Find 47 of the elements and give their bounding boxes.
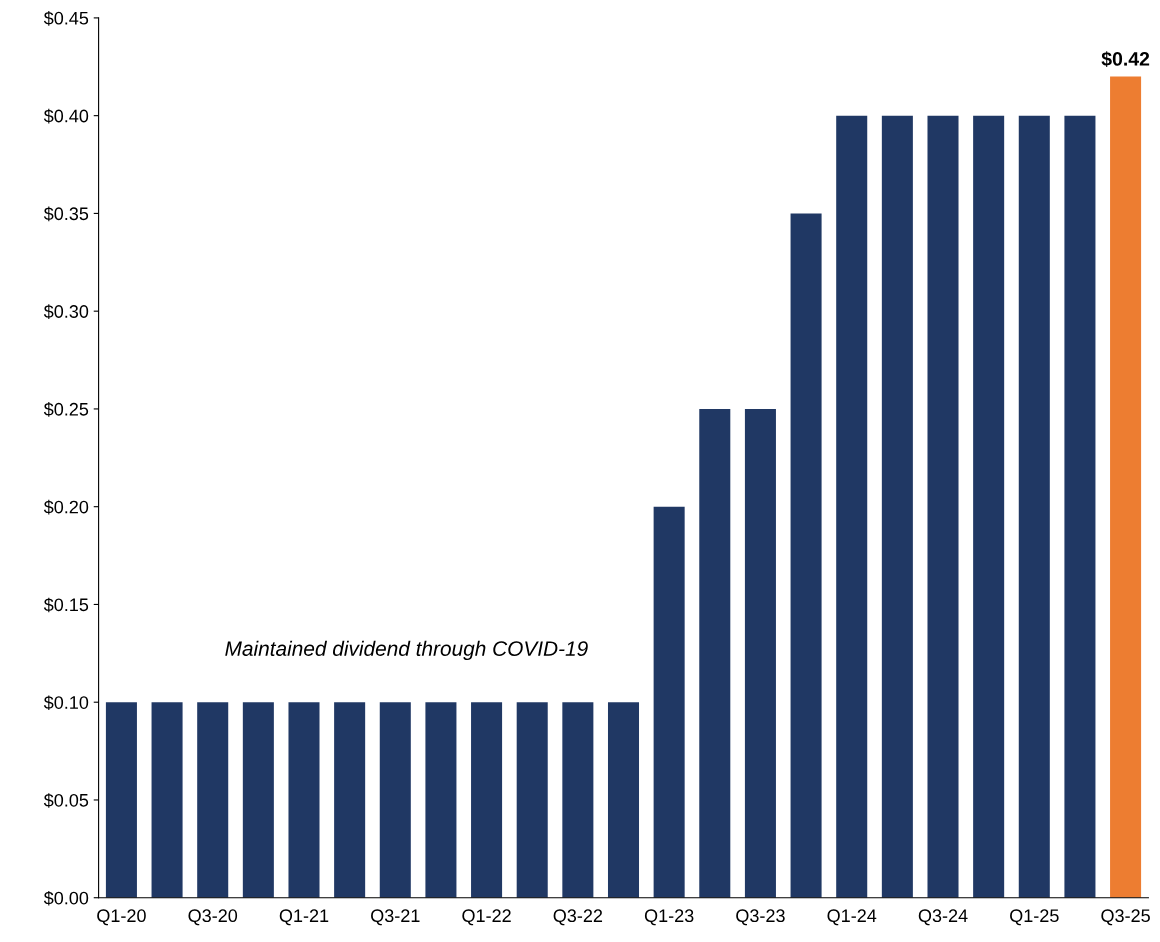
x-tick-label: Q1-20: [97, 909, 146, 926]
bar: [516, 702, 548, 898]
x-tick-label: Q3-25: [1101, 909, 1150, 926]
y-tick-label: $0.00: [43, 890, 89, 906]
bar: [881, 115, 913, 898]
y-tick-label: $0.15: [43, 597, 89, 613]
x-tick-label: Q3-23: [736, 909, 785, 926]
y-tick-label: $0.05: [43, 793, 89, 808]
bar: [105, 702, 137, 898]
bar: [242, 702, 274, 898]
y-tick-label: $0.40: [43, 108, 89, 124]
bar: [699, 408, 731, 898]
annotation: Maintained dividend through COVID-19: [225, 640, 588, 661]
bar: [334, 702, 366, 898]
bar: [927, 115, 959, 898]
bar: [1110, 76, 1142, 898]
bar: [379, 702, 411, 898]
x-tick-label: Q1-22: [462, 909, 511, 926]
bar: [288, 702, 320, 898]
bar: [471, 702, 503, 898]
x-tick-label: Q3-20: [188, 909, 238, 926]
data-label: $0.42: [1101, 51, 1150, 68]
x-tick-label: Q3-24: [918, 909, 968, 926]
bar: [744, 408, 776, 898]
y-tick-label: $0.25: [43, 402, 89, 417]
bar: [836, 115, 868, 898]
bar: [197, 702, 229, 898]
y-tick-label: $0.10: [43, 695, 89, 710]
bar: [151, 702, 183, 898]
bar: [1018, 115, 1050, 898]
x-tick-label: Q1-24: [827, 909, 877, 926]
y-tick-label: $0.20: [43, 499, 89, 515]
bar: [653, 506, 685, 898]
bar: [790, 213, 822, 898]
bar: [607, 702, 640, 898]
bar: [425, 702, 457, 898]
x-tick-label: Q3-21: [371, 909, 420, 926]
bar: [1064, 115, 1096, 898]
x-tick-label: Q3-22: [553, 909, 603, 926]
x-tick-label: Q1-23: [644, 909, 694, 926]
bar: [973, 115, 1005, 898]
y-tick-label: $0.45: [43, 11, 89, 26]
y-tick-label: $0.35: [43, 206, 89, 222]
x-tick-label: Q1-21: [279, 909, 329, 926]
y-tick-label: $0.30: [43, 304, 89, 319]
bar: [562, 702, 594, 898]
x-tick-label: Q1-25: [1010, 909, 1059, 926]
